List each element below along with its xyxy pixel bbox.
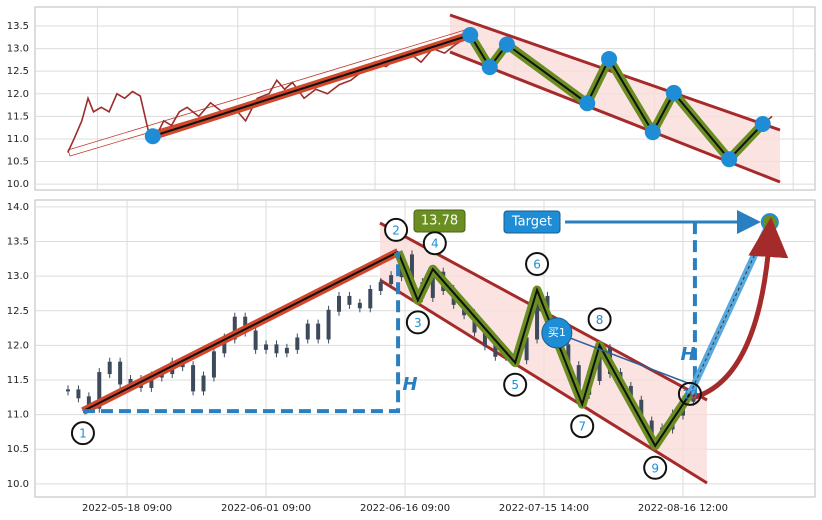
pivot-label: 9 <box>651 461 659 475</box>
buy-label: 买1 <box>548 326 566 339</box>
y-tick-label: 10.5 <box>7 157 29 168</box>
h-label: H <box>402 374 417 395</box>
pivot-label: 10 <box>682 387 697 401</box>
pivot-circle <box>677 381 702 406</box>
y-tick-label: 10.5 <box>7 444 29 455</box>
h-dashed <box>82 251 401 414</box>
x-tick-label: 2022-06-16 09:00 <box>360 503 450 514</box>
pivot-dot <box>601 50 618 67</box>
pivot-circle <box>503 372 528 397</box>
y-tick-label: 10.0 <box>7 179 29 190</box>
pivot-circle <box>587 307 612 332</box>
buy-dot <box>541 317 573 349</box>
target-dot <box>760 213 779 232</box>
y-tick-label: 11.5 <box>7 375 29 386</box>
pivot-dot <box>498 36 515 53</box>
pivot-label: 2 <box>392 223 400 237</box>
pivot-dot <box>721 151 738 168</box>
pivot-dot <box>144 128 161 145</box>
pivot-label: 6 <box>533 258 541 272</box>
x-tick-label: 2022-06-01 09:00 <box>221 503 311 514</box>
pivot-label: 5 <box>511 378 519 392</box>
x-tick-label: 2022-08-16 12:00 <box>638 503 728 514</box>
pivot-label: 1 <box>79 427 87 441</box>
pivot-dot <box>462 27 479 44</box>
rise-leg-core <box>152 34 471 138</box>
top-panel <box>34 6 816 191</box>
pivot-circle <box>405 310 430 335</box>
pivot-circle <box>70 421 95 446</box>
label-layer: 10.0 10.5 11.0 11.5 12.0 12.5 13.0 13.5 10.0 10.5… <box>7 21 728 514</box>
y-tick-label: 12.5 <box>7 306 29 317</box>
target-curve-arrow <box>691 217 789 401</box>
pivot-circle <box>525 252 550 276</box>
pivot-label: 3 <box>414 316 422 330</box>
y-tick-label: 13.5 <box>7 237 29 248</box>
top-channel-fill <box>450 15 780 182</box>
pivot-dot <box>644 124 661 141</box>
y-tick-label: 11.0 <box>7 134 29 145</box>
pivot-label: 7 <box>578 420 586 434</box>
zigzag-core <box>397 251 691 448</box>
pivot-label: 8 <box>596 313 604 327</box>
rise-leg-core <box>82 251 399 413</box>
target-label: Target <box>511 215 552 230</box>
pivot-label: 4 <box>431 237 439 251</box>
pivot-circle <box>643 455 668 480</box>
target-value-label: 13.78 <box>421 214 458 229</box>
target-value-box <box>413 209 466 233</box>
pivot-dot <box>481 59 498 76</box>
y-tick-label: 12.0 <box>7 89 29 100</box>
bottom-channel-fill <box>380 223 707 483</box>
pivot-circle <box>384 217 409 242</box>
y-tick-label: 13.0 <box>7 271 29 282</box>
y-tick-label: 13.0 <box>7 44 29 55</box>
y-tick-label: 13.5 <box>7 21 29 32</box>
mark-layer <box>66 27 779 451</box>
y-tick-label: 10.0 <box>7 479 29 490</box>
y-tick-label: 12.0 <box>7 340 29 351</box>
h-label: H <box>680 344 695 365</box>
pivot-dot <box>579 95 596 112</box>
y-tick-label: 14.0 <box>7 202 29 213</box>
y-tick-label: 12.5 <box>7 66 29 77</box>
buy-link <box>556 332 691 385</box>
x-tick-label: 2022-07-15 14:00 <box>499 503 589 514</box>
pivot-circle <box>422 231 447 256</box>
pivot-dot <box>754 116 771 133</box>
pivot-circle <box>570 414 595 439</box>
target-box <box>503 210 561 234</box>
x-tick-label: 2022-05-18 09:00 <box>82 503 172 514</box>
y-tick-label: 11.5 <box>7 111 29 122</box>
y-tick-label: 11.0 <box>7 410 29 421</box>
pivot-dot <box>665 84 682 101</box>
